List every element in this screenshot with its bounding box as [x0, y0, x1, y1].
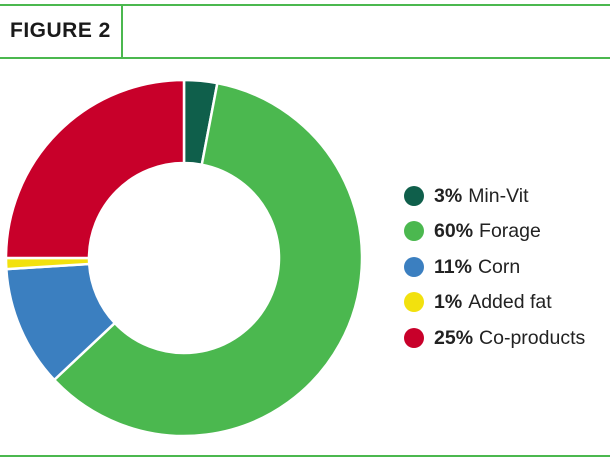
legend-label: Min-Vit	[468, 184, 529, 207]
legend-label: Corn	[477, 255, 521, 278]
bottom-rule	[0, 455, 610, 457]
legend-swatch	[404, 185, 424, 206]
legend-item: 60% Forage	[404, 214, 585, 250]
header-rule	[0, 57, 610, 59]
chart-legend: 3% Min-Vit 60% Forage 11% Corn 1% Added fat …	[404, 178, 585, 356]
donut-slice-co-products	[4, 78, 186, 260]
legend-label: Added fat	[468, 291, 552, 314]
legend-text: 1% Added fat	[434, 291, 552, 313]
legend-text: 25% Co-products	[434, 327, 585, 349]
legend-label: Forage	[479, 220, 541, 243]
figure-label: FIGURE 2	[10, 19, 111, 42]
legend-item: 1% Added fat	[404, 285, 585, 321]
donut-chart	[4, 78, 364, 438]
legend-swatch	[404, 327, 424, 348]
legend-text: 11% Corn	[434, 256, 520, 278]
legend-label: Co-products	[479, 326, 586, 349]
legend-percent: 25%	[434, 326, 474, 349]
legend-swatch	[404, 221, 424, 242]
legend-swatch	[404, 256, 424, 277]
legend-item: 25% Co-products	[404, 320, 585, 356]
legend-text: 60% Forage	[434, 220, 541, 242]
legend-text: 3% Min-Vit	[434, 185, 529, 207]
legend-percent: 1%	[434, 291, 463, 314]
legend-percent: 11%	[434, 255, 472, 278]
legend-percent: 3%	[434, 184, 463, 207]
legend-percent: 60%	[434, 220, 474, 243]
top-rule	[0, 4, 610, 6]
figure-label-divider	[121, 6, 123, 57]
legend-item: 11% Corn	[404, 249, 585, 285]
donut-slice-forage	[52, 81, 364, 438]
legend-swatch	[404, 292, 424, 313]
legend-item: 3% Min-Vit	[404, 178, 585, 214]
